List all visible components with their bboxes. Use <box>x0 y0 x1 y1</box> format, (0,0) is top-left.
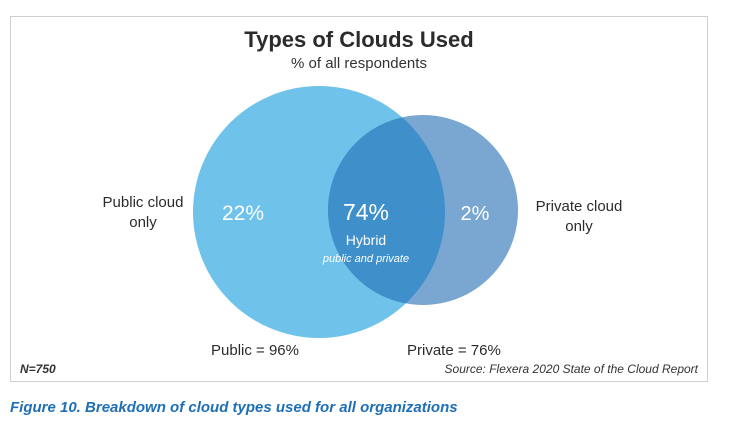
hybrid-sublabel: public and private <box>322 253 409 265</box>
hybrid-value: 74% <box>343 199 389 225</box>
public-only-label: Public cloud only <box>102 194 184 231</box>
public-total-label: Public = 96% <box>211 342 299 359</box>
chart-title: Types of Clouds Used <box>244 27 474 52</box>
sample-size: N=750 <box>20 362 56 376</box>
chart-subtitle: % of all respondents <box>291 55 427 72</box>
public-only-value: 22% <box>222 202 264 225</box>
source-note: Source: Flexera 2020 State of the Cloud … <box>444 362 698 376</box>
private-only-label: Private cloud only <box>535 198 623 235</box>
hybrid-overlap <box>328 115 445 305</box>
figure-caption: Figure 10. Breakdown of cloud types used… <box>10 399 458 416</box>
hybrid-label: Hybrid <box>346 232 386 248</box>
venn-diagram: 22% 74% Hybrid public and private 2% <box>193 86 518 338</box>
private-only-value: 2% <box>461 203 490 225</box>
private-total-label: Private = 76% <box>407 342 501 359</box>
chart-frame: Types of Clouds Used % of all respondent… <box>10 16 708 382</box>
